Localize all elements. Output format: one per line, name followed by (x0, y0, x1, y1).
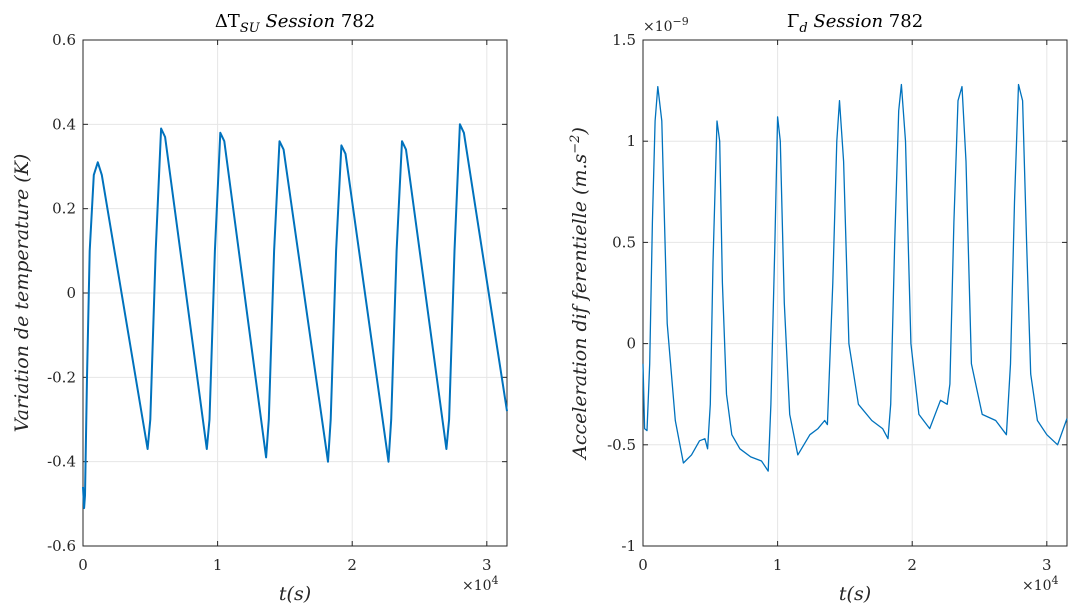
acceleration-y-axis-label: Acceleration dif ferentielle (m.s−2) (568, 127, 591, 461)
acceleration-series-line (642, 83, 1068, 472)
acceleration-y-tick-label: 0.5 (612, 233, 636, 251)
acceleration-y-tick-label: -1 (621, 537, 636, 555)
temperature-y-tick-label: -0.2 (47, 368, 76, 386)
acceleration-grid (642, 39, 1067, 547)
temperature-x-exponent: ×104 (462, 574, 499, 594)
temperature-x-axis-label: t(s) (279, 583, 311, 605)
temperature-y-tick-label: -0.6 (47, 537, 76, 555)
acceleration-x-tick-label: 2 (907, 556, 917, 574)
temperature-ticks: 0 1 2 3 -0.6 -0.4 -0.2 0 0.2 0.4 0.6 (47, 31, 507, 574)
acceleration-y-exponent: ×10−9 (643, 15, 689, 35)
temperature-y-tick-label: 0.2 (52, 200, 76, 218)
temperature-x-tick-label: 2 (347, 556, 357, 574)
temperature-x-tick-label: 0 (78, 556, 88, 574)
acceleration-ticks: 0 1 2 3 -1 -0.5 0 0.5 1 1.5 (607, 31, 1067, 574)
acceleration-y-tick-label: 1 (626, 132, 636, 150)
acceleration-x-tick-label: 1 (773, 556, 783, 574)
temperature-y-axis-label: Variation de temperature (K) (11, 154, 33, 433)
temperature-grid (82, 39, 507, 547)
acceleration-y-tick-label: 1.5 (612, 31, 636, 49)
acceleration-y-tick-label: 0 (626, 335, 636, 353)
temperature-chart: 0 1 2 3 -0.6 -0.4 -0.2 0 0.2 0.4 0.6 ΔTSU Session … (11, 11, 508, 605)
temperature-y-tick-label: 0.6 (52, 31, 76, 49)
temperature-x-tick-label: 1 (213, 556, 223, 574)
acceleration-x-axis-label: t(s) (839, 583, 871, 605)
temperature-series-line (82, 123, 508, 510)
acceleration-axes-box (642, 39, 1068, 547)
acceleration-chart: 0 1 2 3-1-0.500.511.5 Γd Session 782 ×10−9 … (568, 11, 1068, 605)
temperature-y-tick-label: 0 (66, 284, 76, 302)
temperature-chart-title: ΔTSU Session 782 (215, 11, 375, 36)
acceleration-x-tick-label: 0 (638, 556, 648, 574)
acceleration-chart-title: Γd Session 782 (787, 11, 923, 36)
temperature-x-tick-label: 3 (482, 556, 492, 574)
temperature-y-tick-label: 0.4 (52, 115, 76, 133)
temperature-y-tick-label: -0.4 (47, 453, 76, 471)
acceleration-x-exponent: ×104 (1022, 574, 1059, 594)
acceleration-y-tick-label: -0.5 (607, 436, 636, 454)
acceleration-x-tick-label: 3 (1042, 556, 1052, 574)
